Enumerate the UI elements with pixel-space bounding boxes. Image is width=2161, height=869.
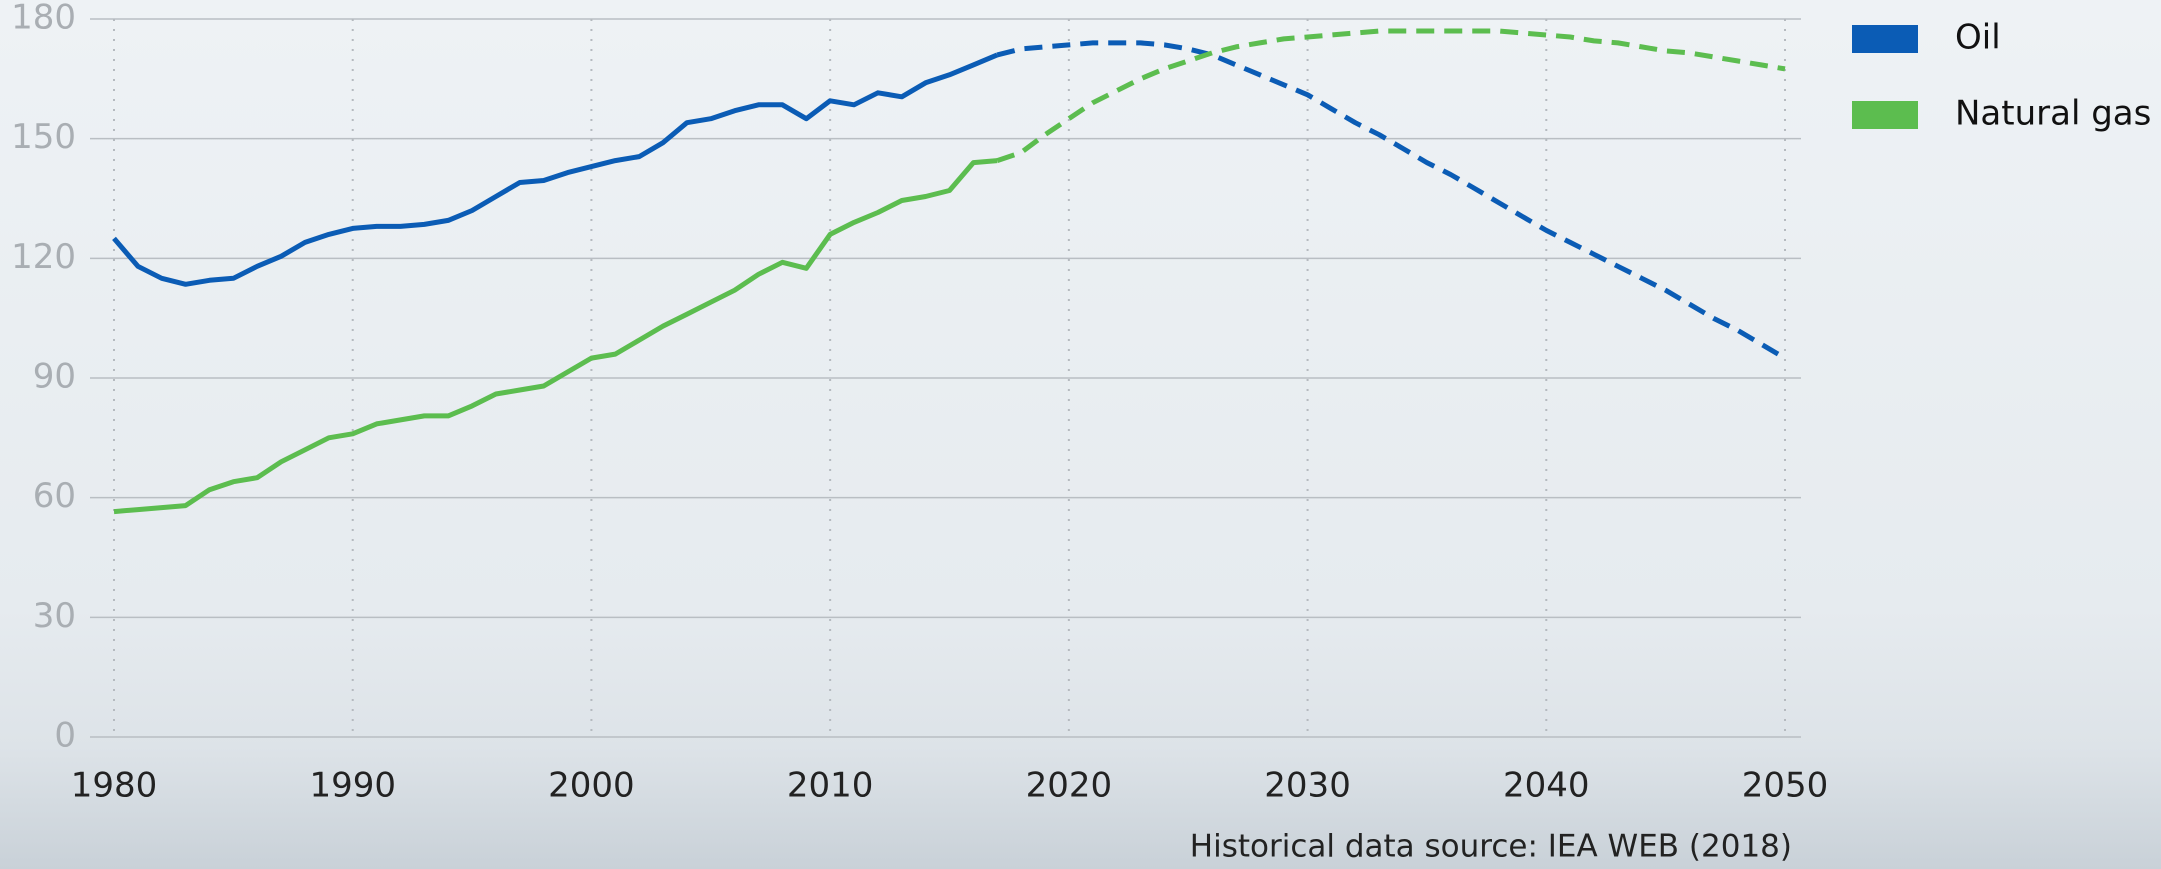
x-tick-label: 2000	[548, 766, 635, 806]
y-tick-label: 0	[54, 716, 76, 756]
y-tick-label: 120	[11, 237, 76, 277]
y-tick-label: 60	[33, 476, 76, 516]
legend-swatch	[1852, 101, 1918, 129]
x-tick-label: 1980	[71, 766, 158, 806]
x-tick-label: 1990	[309, 766, 396, 806]
chart: Historical data source: IEA WEB (2018) 0…	[0, 0, 2161, 869]
x-tick-label: 2030	[1264, 766, 1351, 806]
legend-label: Natural gas	[1955, 94, 2151, 134]
x-tick-label: 2020	[1026, 766, 1113, 806]
background	[0, 0, 2161, 869]
source-note: Historical data source: IEA WEB (2018)	[1190, 829, 1792, 865]
legend-swatch	[1852, 25, 1918, 53]
y-tick-label: 30	[33, 596, 76, 636]
legend-label: Oil	[1955, 18, 2001, 58]
page: {"chart_data": {"type": "line", "x": [19…	[0, 0, 2161, 869]
x-tick-label: 2040	[1503, 766, 1590, 806]
x-tick-label: 2050	[1742, 766, 1829, 806]
y-tick-label: 90	[33, 357, 76, 397]
x-tick-label: 2010	[787, 766, 874, 806]
y-tick-label: 180	[11, 0, 76, 38]
y-tick-label: 150	[11, 117, 76, 157]
